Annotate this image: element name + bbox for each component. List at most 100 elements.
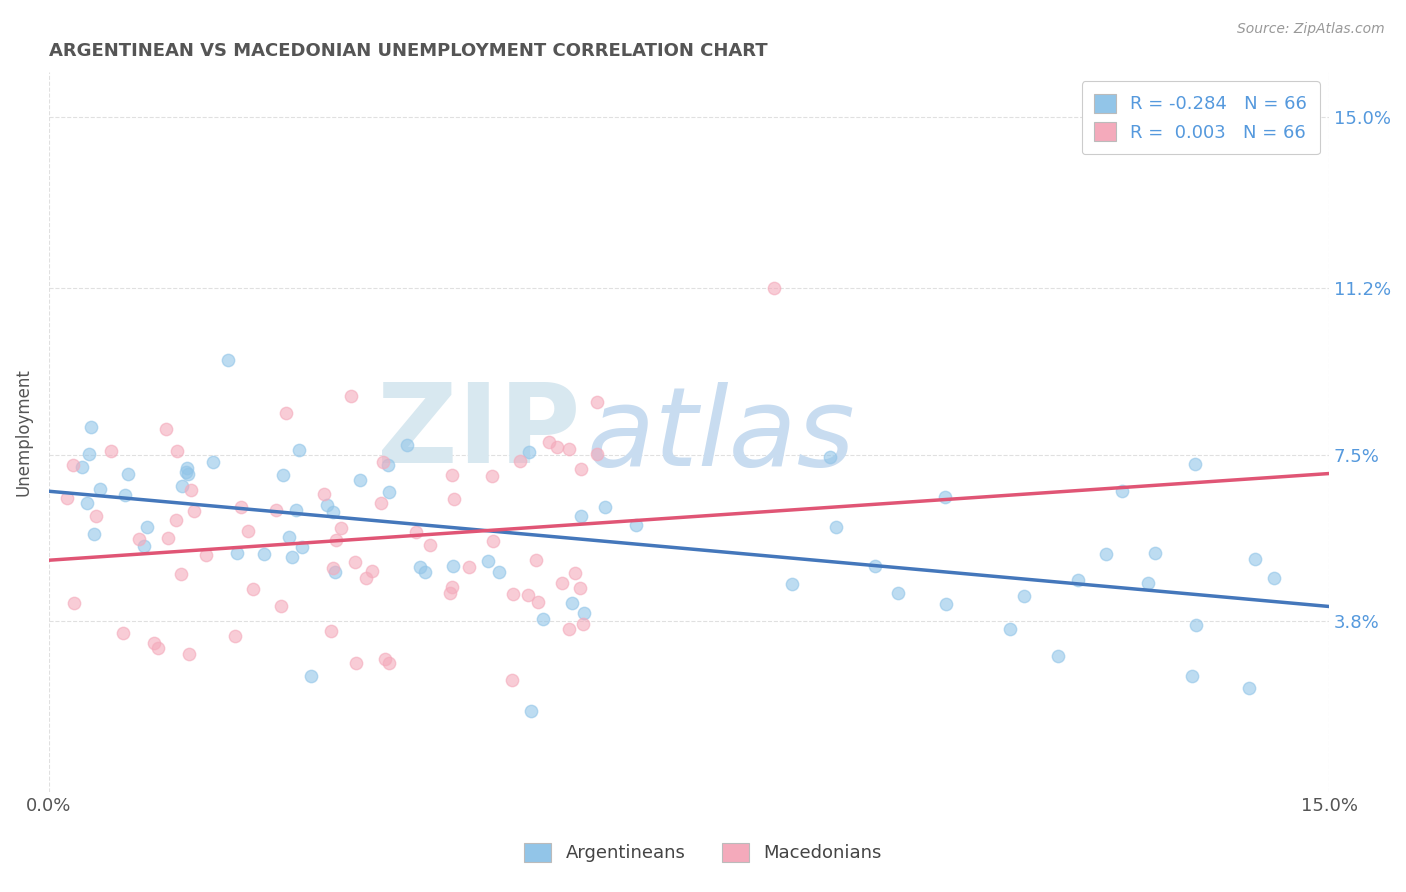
Point [354, 571, 377, 585]
Point [117, 467, 139, 481]
Point [322, 506, 344, 520]
Text: ARGENTINEAN VS MACEDONIAN UNEMPLOYMENT CORRELATION CHART: ARGENTINEAN VS MACEDONIAN UNEMPLOYMENT C… [49, 42, 768, 60]
Point [128, 532, 150, 546]
Point [100, 444, 122, 458]
Point [62, 458, 84, 473]
Point [863, 559, 886, 574]
Y-axis label: Unemployment: Unemployment [15, 368, 32, 496]
Point [112, 625, 135, 640]
Point [818, 450, 841, 464]
Point [1136, 576, 1159, 591]
Point [170, 479, 193, 493]
Point [564, 566, 586, 580]
Point [114, 488, 136, 502]
Text: atlas: atlas [586, 382, 855, 489]
Point [458, 560, 481, 574]
Point [236, 524, 259, 538]
Point [287, 442, 309, 457]
Point [77, 447, 100, 461]
Point [585, 447, 607, 461]
Point [546, 440, 568, 454]
Point [593, 500, 616, 514]
Point [270, 599, 292, 613]
Point [195, 548, 218, 562]
Point [264, 503, 287, 517]
Point [83, 526, 105, 541]
Point [624, 518, 647, 533]
Point [531, 612, 554, 626]
Point [63, 597, 86, 611]
Point [780, 577, 803, 591]
Point [89, 482, 111, 496]
Text: ZIP: ZIP [377, 378, 581, 485]
Point [229, 500, 252, 515]
Point [439, 586, 461, 600]
Point [527, 594, 550, 608]
Point [377, 458, 399, 472]
Point [934, 490, 956, 504]
Point [517, 444, 540, 458]
Point [273, 468, 295, 483]
Point [217, 353, 239, 368]
Point [415, 565, 437, 579]
Point [482, 533, 505, 548]
Point [316, 498, 339, 512]
Point [157, 531, 180, 545]
Point [557, 442, 579, 456]
Point [1184, 618, 1206, 632]
Point [1263, 571, 1285, 585]
Point [537, 435, 560, 450]
Point [574, 606, 596, 620]
Point [569, 581, 592, 595]
Point [56, 491, 79, 505]
Point [84, 509, 107, 524]
Point [405, 524, 427, 539]
Point [330, 520, 353, 534]
Point [935, 597, 957, 611]
Point [378, 657, 401, 671]
Point [325, 533, 347, 547]
Point [1094, 547, 1116, 561]
Point [155, 422, 177, 436]
Point [1111, 484, 1133, 499]
Point [585, 395, 607, 409]
Point [524, 552, 547, 566]
Point [177, 647, 200, 661]
Point [242, 582, 264, 597]
Point [70, 459, 93, 474]
Point [825, 520, 848, 534]
Point [253, 547, 276, 561]
Point [319, 624, 342, 638]
Point [516, 588, 538, 602]
Point [224, 629, 246, 643]
Point [176, 460, 198, 475]
Point [571, 509, 593, 524]
Point [569, 462, 592, 476]
Point [519, 704, 541, 718]
Point [370, 496, 392, 510]
Point [281, 549, 304, 564]
Point [299, 669, 322, 683]
Point [285, 503, 308, 517]
Point [136, 519, 159, 533]
Point [340, 389, 363, 403]
Point [170, 566, 193, 581]
Point [395, 438, 418, 452]
Point [201, 455, 224, 469]
Point [1143, 546, 1166, 560]
Point [180, 483, 202, 498]
Point [322, 561, 344, 575]
Point [146, 640, 169, 655]
Point [561, 596, 583, 610]
Point [409, 560, 432, 574]
Point [291, 540, 314, 554]
Point [501, 673, 523, 687]
Point [79, 420, 101, 434]
Point [502, 587, 524, 601]
Point [763, 281, 786, 295]
Point [360, 565, 382, 579]
Point [1243, 552, 1265, 566]
Point [1184, 457, 1206, 471]
Point [481, 469, 503, 483]
Point [441, 467, 464, 482]
